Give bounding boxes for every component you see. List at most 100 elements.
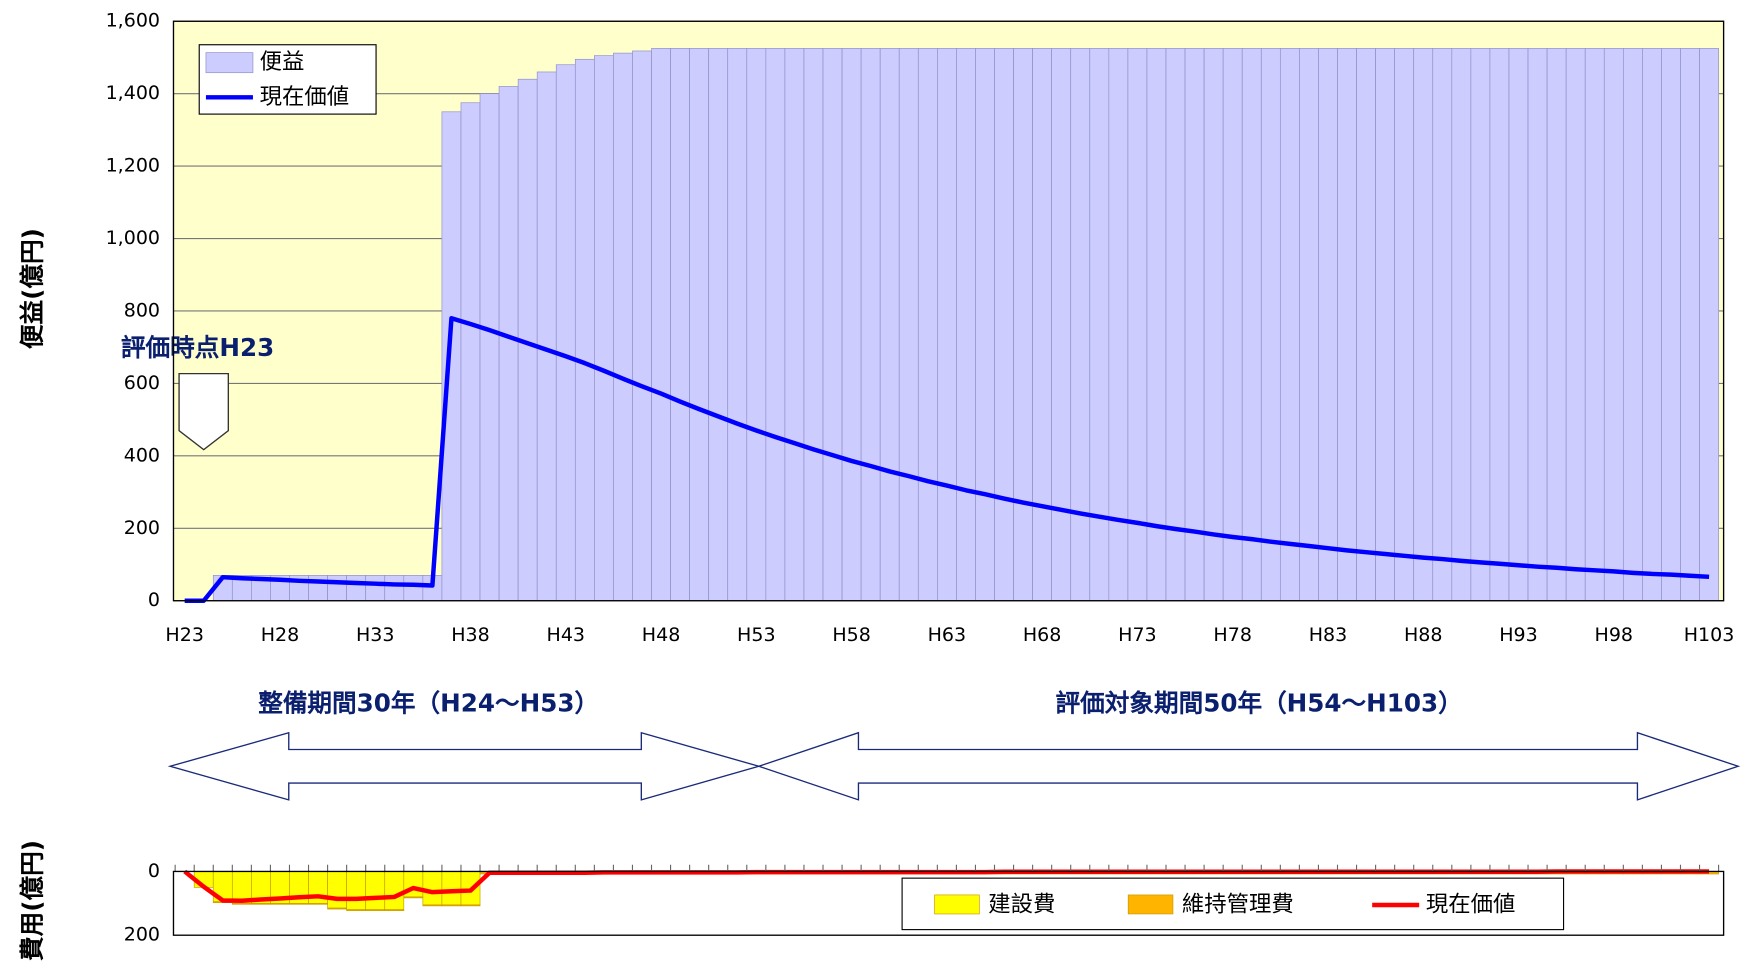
bar: [727, 48, 748, 602]
x-tick-label: H28: [261, 624, 300, 646]
x-tick-label: H93: [1499, 624, 1538, 646]
bar: [1394, 48, 1415, 602]
bar: [384, 909, 405, 911]
y-tick-label: 1,400: [106, 82, 160, 104]
bar: [365, 871, 386, 911]
bar: [822, 48, 843, 602]
bar: [555, 64, 576, 602]
bar: [1546, 48, 1567, 602]
legend-label: 現在価値: [260, 84, 349, 110]
bar: [1127, 48, 1148, 602]
bar: [1661, 48, 1681, 602]
bar: [308, 902, 328, 905]
bar: [1318, 48, 1338, 602]
bar: [498, 86, 519, 602]
bar: [479, 93, 500, 602]
bar: [879, 48, 900, 602]
bar: [651, 48, 671, 602]
bar: [346, 871, 367, 911]
bar: [1051, 48, 1072, 602]
bar: [270, 902, 290, 905]
bar: [384, 871, 405, 911]
y-tick-label: 400: [124, 444, 160, 466]
bar: [1508, 48, 1529, 602]
x-tick-label: H103: [1684, 624, 1735, 646]
x-tick-label: H48: [642, 624, 681, 646]
bar: [917, 48, 938, 602]
bar: [441, 871, 462, 906]
legend-label: 便益: [260, 49, 305, 75]
bar: [536, 71, 557, 602]
bar: [403, 896, 424, 899]
y-tick-label: 200: [124, 924, 160, 946]
bar: [1260, 48, 1281, 602]
bar: [365, 909, 386, 911]
line: [184, 315, 1710, 603]
bar: [765, 48, 786, 602]
y-axis-label: 費用(億円): [18, 840, 47, 962]
bar: [784, 48, 805, 602]
legend-label: 建設費: [988, 892, 1055, 918]
bar: [1299, 48, 1319, 602]
legend-swatch: [205, 52, 254, 74]
bar: [1603, 48, 1624, 602]
x-tick-label: H43: [547, 624, 586, 646]
bar: [803, 48, 824, 602]
bar: [1337, 48, 1357, 602]
bar: [289, 902, 309, 905]
bar: [1203, 48, 1224, 602]
bar: [422, 904, 443, 907]
y-tick-label: 1,200: [106, 155, 160, 177]
bar: [231, 902, 252, 905]
bar: [1241, 48, 1262, 602]
bar: [613, 52, 633, 602]
bar: [975, 48, 995, 602]
legend-label: 現在価値: [1426, 892, 1515, 918]
period-arrow: [756, 731, 1741, 801]
bar: [1013, 48, 1033, 602]
x-tick-label: H98: [1595, 624, 1634, 646]
x-tick-label: H78: [1213, 624, 1252, 646]
bar: [460, 904, 481, 907]
bar: [1527, 48, 1548, 602]
bar: [746, 48, 767, 602]
bar: [1070, 48, 1091, 602]
y-axis-label: 便益(億円): [18, 228, 47, 349]
plot-frame: [172, 20, 1725, 602]
bar: [1165, 48, 1186, 602]
annotation: 評価時点H23: [121, 333, 274, 362]
annotation: 整備期間30年（H24～H53）: [258, 689, 599, 718]
bar: [327, 907, 347, 910]
x-tick-label: H83: [1309, 624, 1348, 646]
bar: [956, 48, 976, 602]
bar: [1184, 48, 1205, 602]
bar: [898, 48, 919, 602]
bar: [1146, 48, 1167, 602]
x-tick-label: H88: [1404, 624, 1443, 646]
y-tick-label: 1,000: [106, 227, 160, 249]
bar: [1222, 48, 1243, 602]
bar: [708, 48, 729, 602]
bar: [1680, 48, 1700, 602]
evaluation-marker: [178, 372, 229, 451]
legend-swatch: [934, 894, 980, 915]
x-tick-label: H38: [451, 624, 490, 646]
bar: [346, 909, 367, 911]
y-tick-label: 1,600: [106, 10, 160, 32]
bar: [574, 58, 595, 602]
bar: [403, 575, 424, 602]
bar: [994, 48, 1014, 602]
bar: [1413, 48, 1434, 602]
bar: [594, 55, 614, 602]
bar: [1642, 48, 1662, 602]
x-tick-label: H73: [1118, 624, 1157, 646]
bar: [1489, 48, 1510, 602]
bar: [441, 904, 462, 907]
bar: [346, 575, 367, 602]
bar: [251, 902, 271, 905]
y-tick-label: 0: [148, 589, 160, 611]
bar: [841, 48, 862, 602]
period-arrow: [167, 731, 762, 801]
